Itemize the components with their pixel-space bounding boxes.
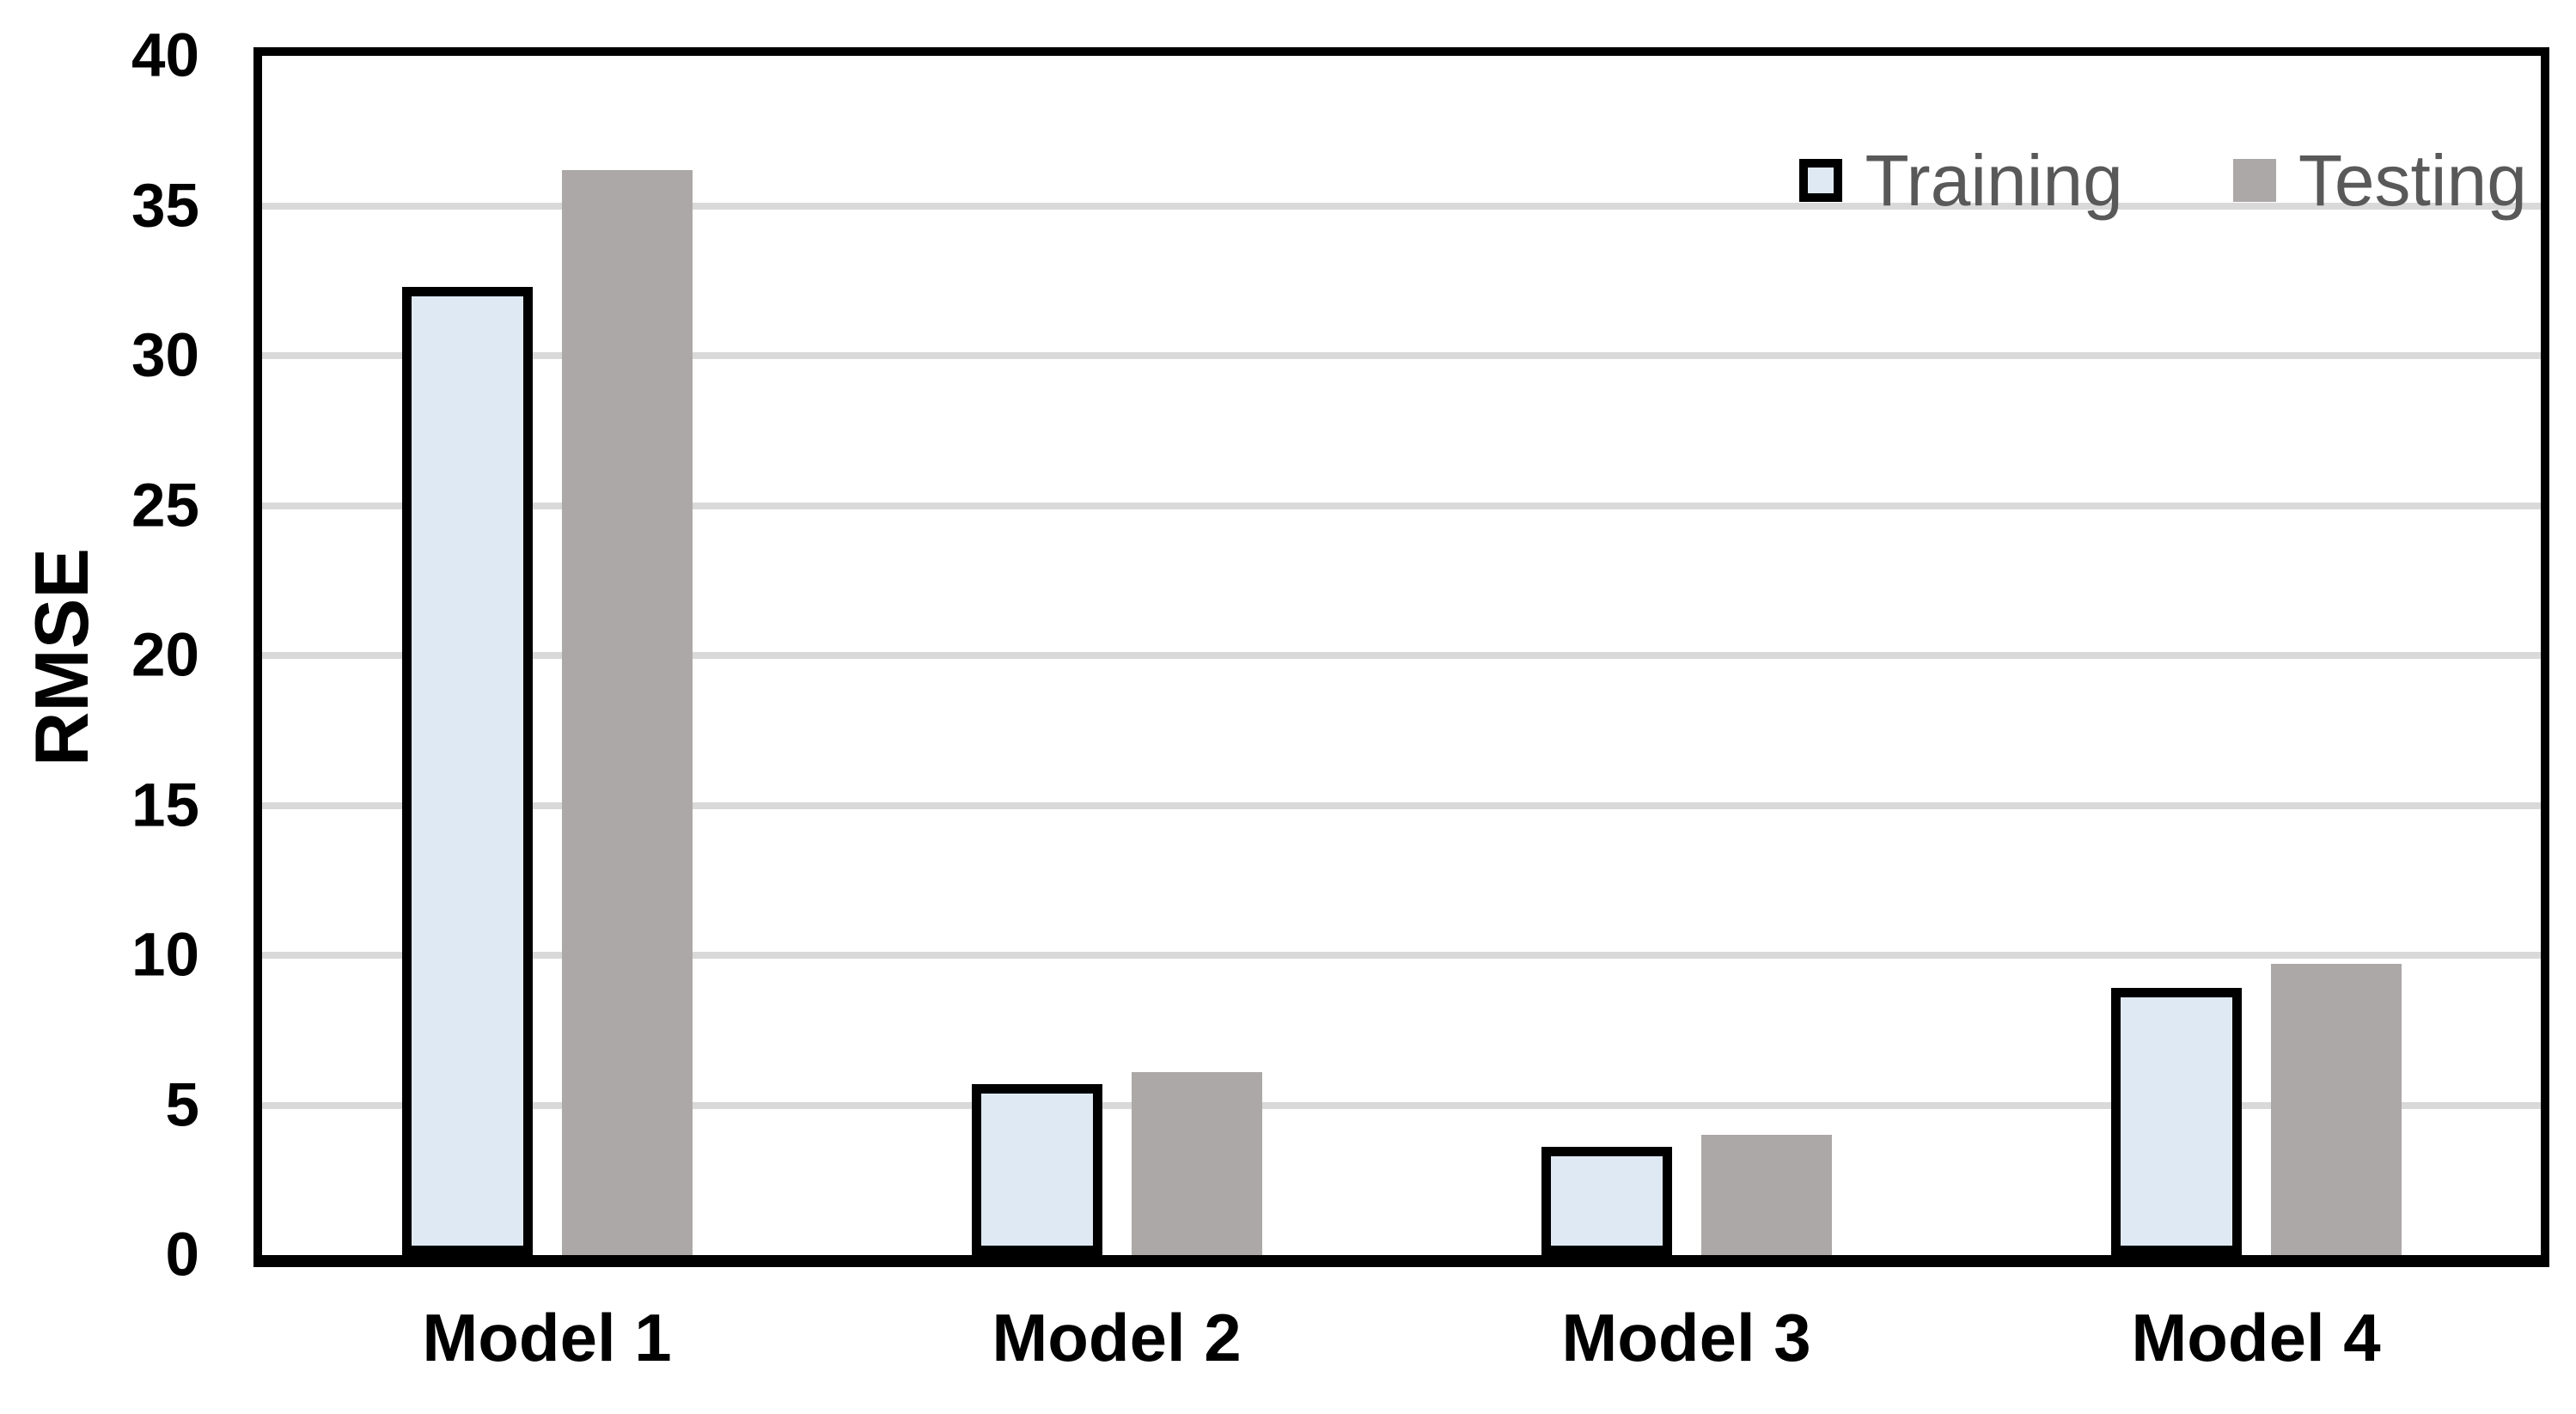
legend: Training Testing <box>1799 144 2527 216</box>
y-tick-label-40: 40 <box>131 21 199 90</box>
gridline-y-15 <box>262 801 2541 809</box>
bar-group-model-1 <box>262 56 832 1255</box>
bar-training-model-3 <box>1541 1147 1672 1255</box>
legend-label-training: Training <box>1865 140 2123 221</box>
gridline-y-30 <box>262 352 2541 359</box>
y-tick-label-5: 5 <box>165 1071 200 1139</box>
plot-area: Training Testing <box>253 47 2549 1267</box>
bar-testing-model-4 <box>2270 964 2402 1255</box>
bar-group-model-3 <box>1401 56 1971 1255</box>
y-tick-label-10: 10 <box>131 921 199 990</box>
legend-item-testing: Testing <box>2232 140 2527 221</box>
x-label-model-4: Model 4 <box>2131 1300 2381 1375</box>
bar-group-model-4 <box>1971 56 2541 1255</box>
y-tick-label-15: 15 <box>131 771 199 839</box>
bar-testing-model-3 <box>1700 1135 1832 1255</box>
bar-training-model-4 <box>2110 988 2242 1255</box>
y-tick-label-30: 30 <box>131 321 199 390</box>
bar-group-model-2 <box>832 56 1401 1255</box>
bar-testing-model-2 <box>1131 1072 1262 1255</box>
gridline-y-35 <box>262 202 2541 210</box>
legend-item-training: Training <box>1799 140 2123 221</box>
x-label-model-2: Model 2 <box>992 1300 1242 1375</box>
gridline-y-25 <box>262 502 2541 509</box>
bars-layer <box>262 56 2541 1255</box>
gridline-y-5 <box>262 1101 2541 1109</box>
bar-training-model-1 <box>401 286 533 1255</box>
x-label-model-3: Model 3 <box>1561 1300 1811 1375</box>
legend-swatch-testing <box>2232 159 2276 202</box>
y-tick-label-25: 25 <box>131 472 199 539</box>
y-tick-label-20: 20 <box>131 621 199 690</box>
y-tick-label-0: 0 <box>165 1221 200 1289</box>
x-axis-labels: Model 1 Model 2 Model 3 Model 4 <box>262 1304 2541 1371</box>
gridline-y-20 <box>262 652 2541 659</box>
gridlines-layer <box>262 56 2541 1255</box>
bar-training-model-2 <box>971 1084 1102 1255</box>
y-tick-label-35: 35 <box>131 172 199 240</box>
legend-swatch-training <box>1799 159 1843 202</box>
y-axis-tick-labels: 0 5 10 15 20 25 30 35 40 <box>0 26 200 1286</box>
bar-testing-model-1 <box>561 169 693 1255</box>
x-label-model-1: Model 1 <box>422 1300 672 1375</box>
gridline-y-10 <box>262 952 2541 959</box>
legend-label-testing: Testing <box>2298 140 2527 221</box>
